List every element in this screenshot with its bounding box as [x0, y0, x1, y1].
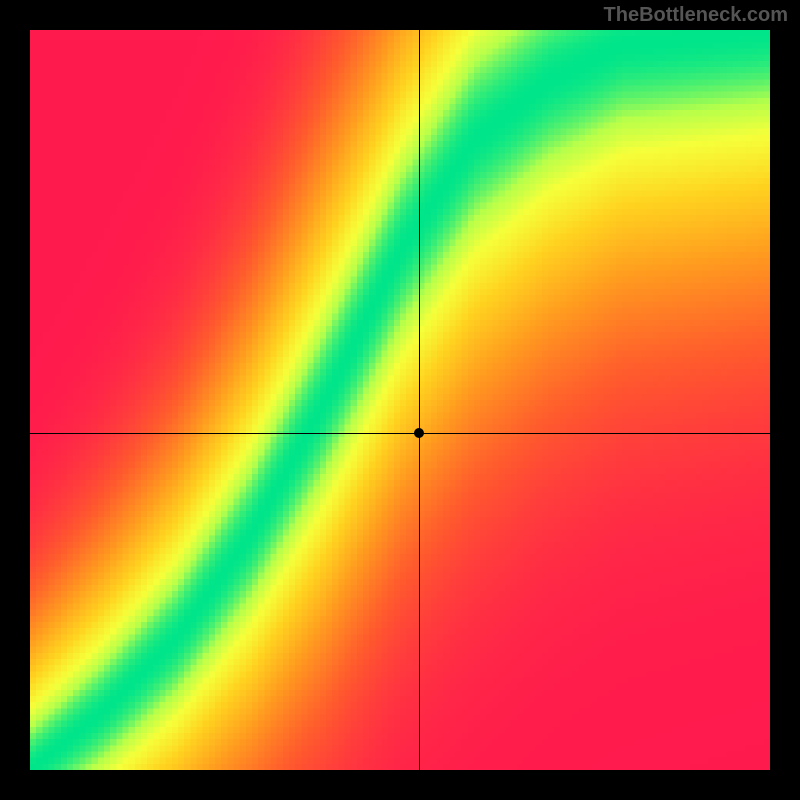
crosshair-marker [414, 428, 424, 438]
crosshair-vertical [419, 30, 420, 770]
watermark: TheBottleneck.com [604, 4, 788, 27]
crosshair-horizontal [30, 433, 770, 434]
heatmap-canvas [30, 30, 770, 770]
bottleneck-heatmap [30, 30, 770, 770]
